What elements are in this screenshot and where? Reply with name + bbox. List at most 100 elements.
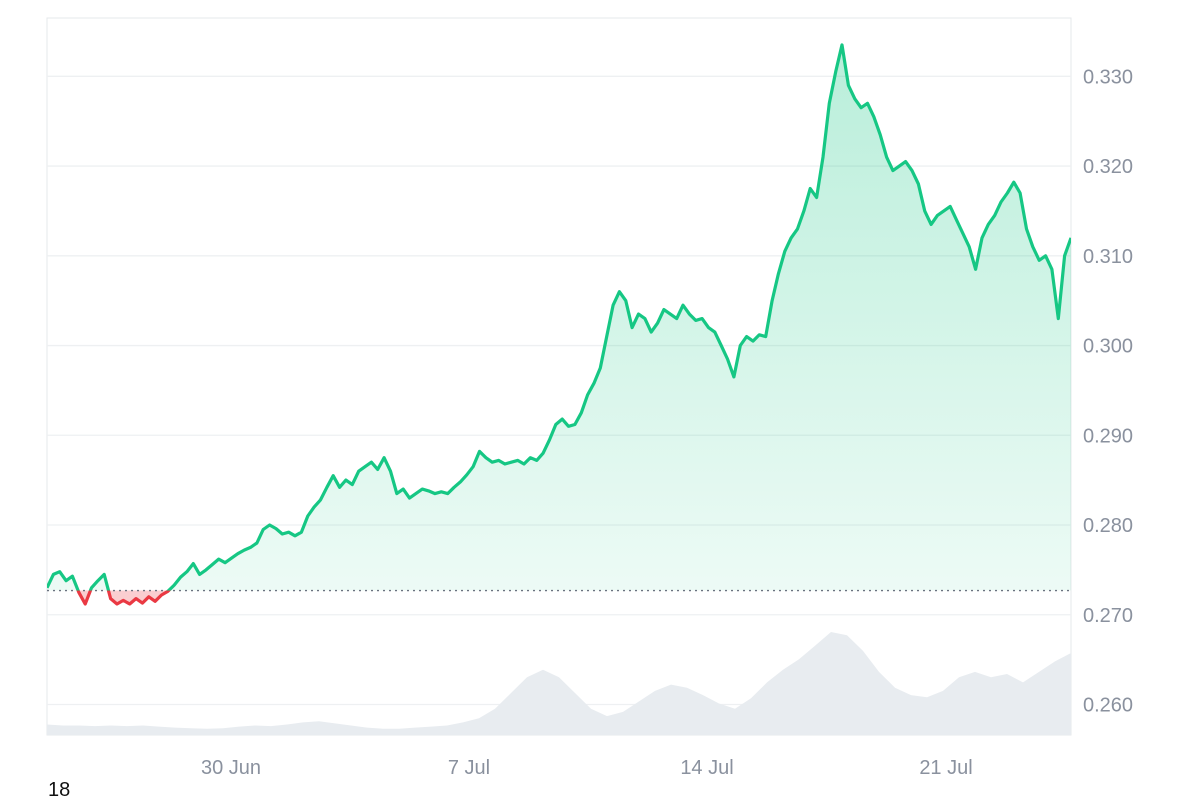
- price-point: [586, 393, 590, 397]
- price-point: [916, 182, 920, 186]
- price-point: [439, 490, 443, 494]
- price-point: [395, 492, 399, 496]
- price-point: [878, 133, 882, 137]
- price-point: [630, 326, 634, 330]
- price-point: [458, 480, 462, 484]
- price-point: [516, 458, 520, 462]
- y-tick-label: 0.290: [1083, 425, 1133, 447]
- price-point: [497, 458, 501, 462]
- price-point: [1044, 254, 1048, 258]
- price-point: [942, 209, 946, 213]
- price-point: [172, 583, 176, 587]
- price-point: [484, 456, 488, 460]
- price-point: [420, 487, 424, 491]
- price-point: [815, 196, 819, 200]
- price-point: [331, 474, 335, 478]
- price-point: [796, 227, 800, 231]
- price-point: [236, 552, 240, 556]
- y-tick-label: 0.300: [1083, 336, 1133, 358]
- price-point: [745, 335, 749, 339]
- price-point: [948, 204, 952, 208]
- price-point: [986, 222, 990, 226]
- price-point: [554, 423, 558, 427]
- price-point: [681, 303, 685, 307]
- price-point: [611, 303, 615, 307]
- price-point: [465, 473, 469, 477]
- price-point: [840, 43, 844, 47]
- price-point: [732, 375, 736, 379]
- y-tick-label: 0.330: [1083, 66, 1133, 88]
- price-point: [859, 106, 863, 110]
- price-point: [147, 595, 151, 599]
- price-point: [923, 209, 927, 213]
- price-point: [1025, 227, 1029, 231]
- price-point: [834, 70, 838, 74]
- price-point: [255, 541, 259, 545]
- price-point: [1037, 258, 1041, 262]
- price-point: [77, 590, 81, 594]
- price-point: [249, 545, 253, 549]
- price-point: [535, 458, 539, 462]
- price-point: [999, 200, 1003, 204]
- price-point: [764, 335, 768, 339]
- price-point: [885, 155, 889, 159]
- price-point: [827, 101, 831, 105]
- price-point: [128, 602, 132, 606]
- price-point: [223, 561, 227, 565]
- price-point: [70, 574, 74, 578]
- price-point: [83, 602, 87, 606]
- price-point: [166, 589, 170, 593]
- y-tick-label: 0.260: [1083, 694, 1133, 716]
- price-point: [573, 423, 577, 427]
- x-tick-label: 21 Jul: [919, 757, 972, 779]
- price-point: [293, 534, 297, 538]
- price-point: [64, 579, 68, 583]
- price-point: [204, 568, 208, 572]
- price-point: [929, 222, 933, 226]
- price-point: [210, 563, 214, 567]
- price-point: [605, 335, 609, 339]
- price-point: [1050, 267, 1054, 271]
- price-point: [560, 417, 564, 421]
- price-point: [522, 462, 526, 466]
- price-point: [675, 317, 679, 321]
- price-point: [643, 317, 647, 321]
- price-point: [45, 586, 49, 590]
- price-point: [376, 467, 380, 471]
- price-point: [96, 579, 100, 583]
- price-point: [58, 570, 62, 574]
- price-point: [446, 492, 450, 496]
- price-point: [274, 527, 278, 531]
- price-point: [344, 478, 348, 482]
- price-point: [592, 381, 596, 385]
- price-point: [1069, 236, 1073, 240]
- price-point: [261, 528, 265, 532]
- price-point: [789, 236, 793, 240]
- price-point: [382, 456, 386, 460]
- corner-label: 18: [48, 779, 71, 801]
- price-point: [649, 330, 653, 334]
- price-point: [668, 312, 672, 316]
- price-point: [471, 465, 475, 469]
- price-point: [242, 548, 246, 552]
- y-tick-label: 0.310: [1083, 246, 1133, 268]
- price-point: [770, 299, 774, 303]
- price-point: [694, 318, 698, 322]
- price-point: [350, 483, 354, 487]
- price-point: [51, 572, 55, 576]
- x-tick-label: 14 Jul: [680, 757, 733, 779]
- price-area-fill-down: [78, 590, 169, 604]
- y-tick-label: 0.280: [1083, 515, 1133, 537]
- price-area-fill-up: [47, 44, 1071, 591]
- price-point: [891, 169, 895, 173]
- price-fill-group: [47, 44, 1071, 604]
- price-point: [140, 601, 144, 605]
- y-axis-ticks: 0.260 0.270 0.280 0.290 0.300 0.310 0.320 0.330: [1083, 66, 1133, 716]
- price-point: [751, 339, 755, 343]
- price-point: [185, 570, 189, 574]
- price-point: [707, 326, 711, 330]
- price-point: [191, 562, 195, 566]
- price-point: [287, 530, 291, 534]
- price-point: [280, 532, 284, 536]
- price-point: [389, 469, 393, 473]
